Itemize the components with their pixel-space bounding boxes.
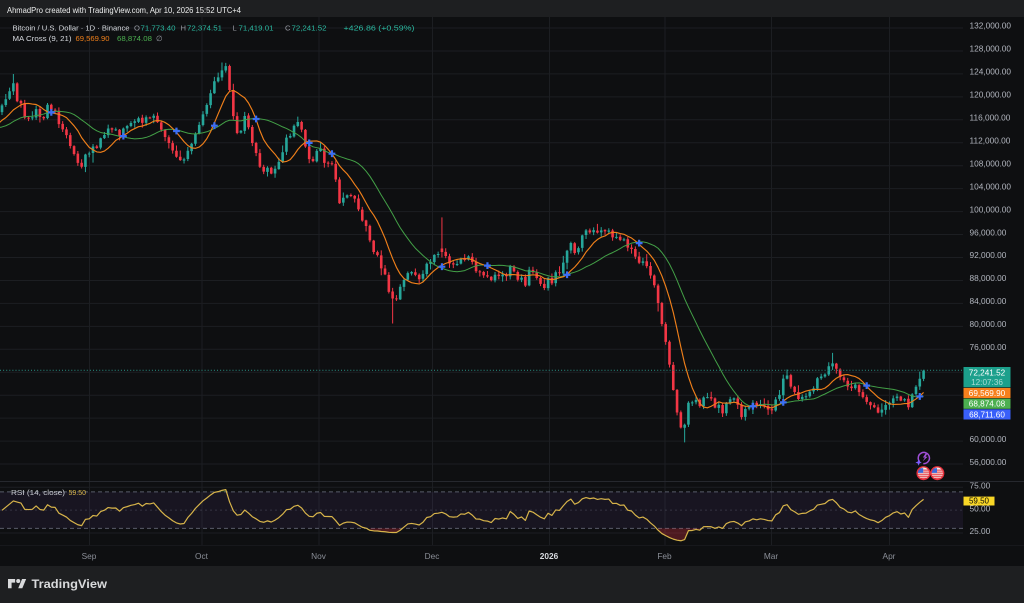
svg-text:92,000.00: 92,000.00 [970, 250, 1007, 260]
svg-text:Bitcoin / U.S. Dollar · 1D · B: Bitcoin / U.S. Dollar · 1D · Binance [13, 24, 130, 33]
svg-text:80,000.00: 80,000.00 [970, 319, 1007, 329]
svg-text:12:07:36: 12:07:36 [971, 378, 1003, 387]
svg-text:108,000.00: 108,000.00 [970, 158, 1012, 168]
svg-text:76,000.00: 76,000.00 [970, 342, 1007, 352]
svg-text:128,000.00: 128,000.00 [970, 44, 1012, 54]
svg-text:50.00: 50.00 [970, 503, 991, 513]
svg-text:100,000.00: 100,000.00 [970, 204, 1012, 214]
svg-text:TradingView: TradingView [32, 577, 108, 591]
svg-text:59.50: 59.50 [969, 497, 990, 506]
svg-text:2026: 2026 [540, 551, 559, 561]
svg-text:75.00: 75.00 [970, 481, 991, 491]
svg-text:O: O [134, 24, 140, 33]
svg-text:H: H [181, 24, 186, 33]
svg-text:59.50: 59.50 [69, 488, 87, 497]
svg-text:69,569.90: 69,569.90 [969, 389, 1006, 398]
svg-text:132,000.00: 132,000.00 [970, 21, 1012, 31]
svg-text:25.00: 25.00 [970, 526, 991, 536]
svg-text:84,000.00: 84,000.00 [970, 296, 1007, 306]
svg-text:68,874.08: 68,874.08 [969, 400, 1006, 409]
svg-text:Feb: Feb [657, 551, 672, 561]
svg-text:+426.86 (+0.59%): +426.86 (+0.59%) [344, 24, 416, 33]
svg-text:Sep: Sep [82, 551, 97, 561]
svg-text:112,000.00: 112,000.00 [970, 135, 1011, 145]
svg-text:72,374.51: 72,374.51 [187, 24, 222, 33]
svg-text:Nov: Nov [311, 551, 327, 561]
svg-text:MA Cross (9, 21): MA Cross (9, 21) [13, 34, 72, 43]
svg-text:∅: ∅ [156, 34, 163, 43]
svg-text:120,000.00: 120,000.00 [970, 90, 1012, 100]
svg-text:C: C [285, 24, 291, 33]
svg-text:L: L [233, 24, 237, 33]
svg-text:68,711.60: 68,711.60 [969, 410, 1005, 419]
svg-text:72,241.52: 72,241.52 [292, 24, 327, 33]
svg-text:69,569.90: 69,569.90 [76, 34, 110, 43]
svg-text:AhmadPro created with TradingV: AhmadPro created with TradingView.com, A… [7, 5, 241, 15]
svg-text:60,000.00: 60,000.00 [970, 434, 1007, 444]
svg-text:71,773.40: 71,773.40 [141, 24, 176, 33]
svg-text:116,000.00: 116,000.00 [970, 113, 1011, 123]
svg-text:Apr: Apr [883, 551, 896, 561]
svg-text:RSI (14, close): RSI (14, close) [11, 488, 65, 497]
svg-text:71,419.01: 71,419.01 [239, 24, 274, 33]
svg-text:96,000.00: 96,000.00 [970, 227, 1007, 237]
svg-text:56,000.00: 56,000.00 [970, 457, 1007, 467]
svg-text:72,241.52: 72,241.52 [969, 369, 1006, 378]
svg-text:Dec: Dec [425, 551, 440, 561]
svg-text:88,000.00: 88,000.00 [970, 273, 1007, 283]
svg-text:68,874.08: 68,874.08 [117, 34, 152, 43]
svg-text:Mar: Mar [764, 551, 779, 561]
svg-text:Oct: Oct [195, 551, 209, 561]
svg-text:104,000.00: 104,000.00 [970, 181, 1012, 191]
svg-text:124,000.00: 124,000.00 [970, 67, 1012, 77]
